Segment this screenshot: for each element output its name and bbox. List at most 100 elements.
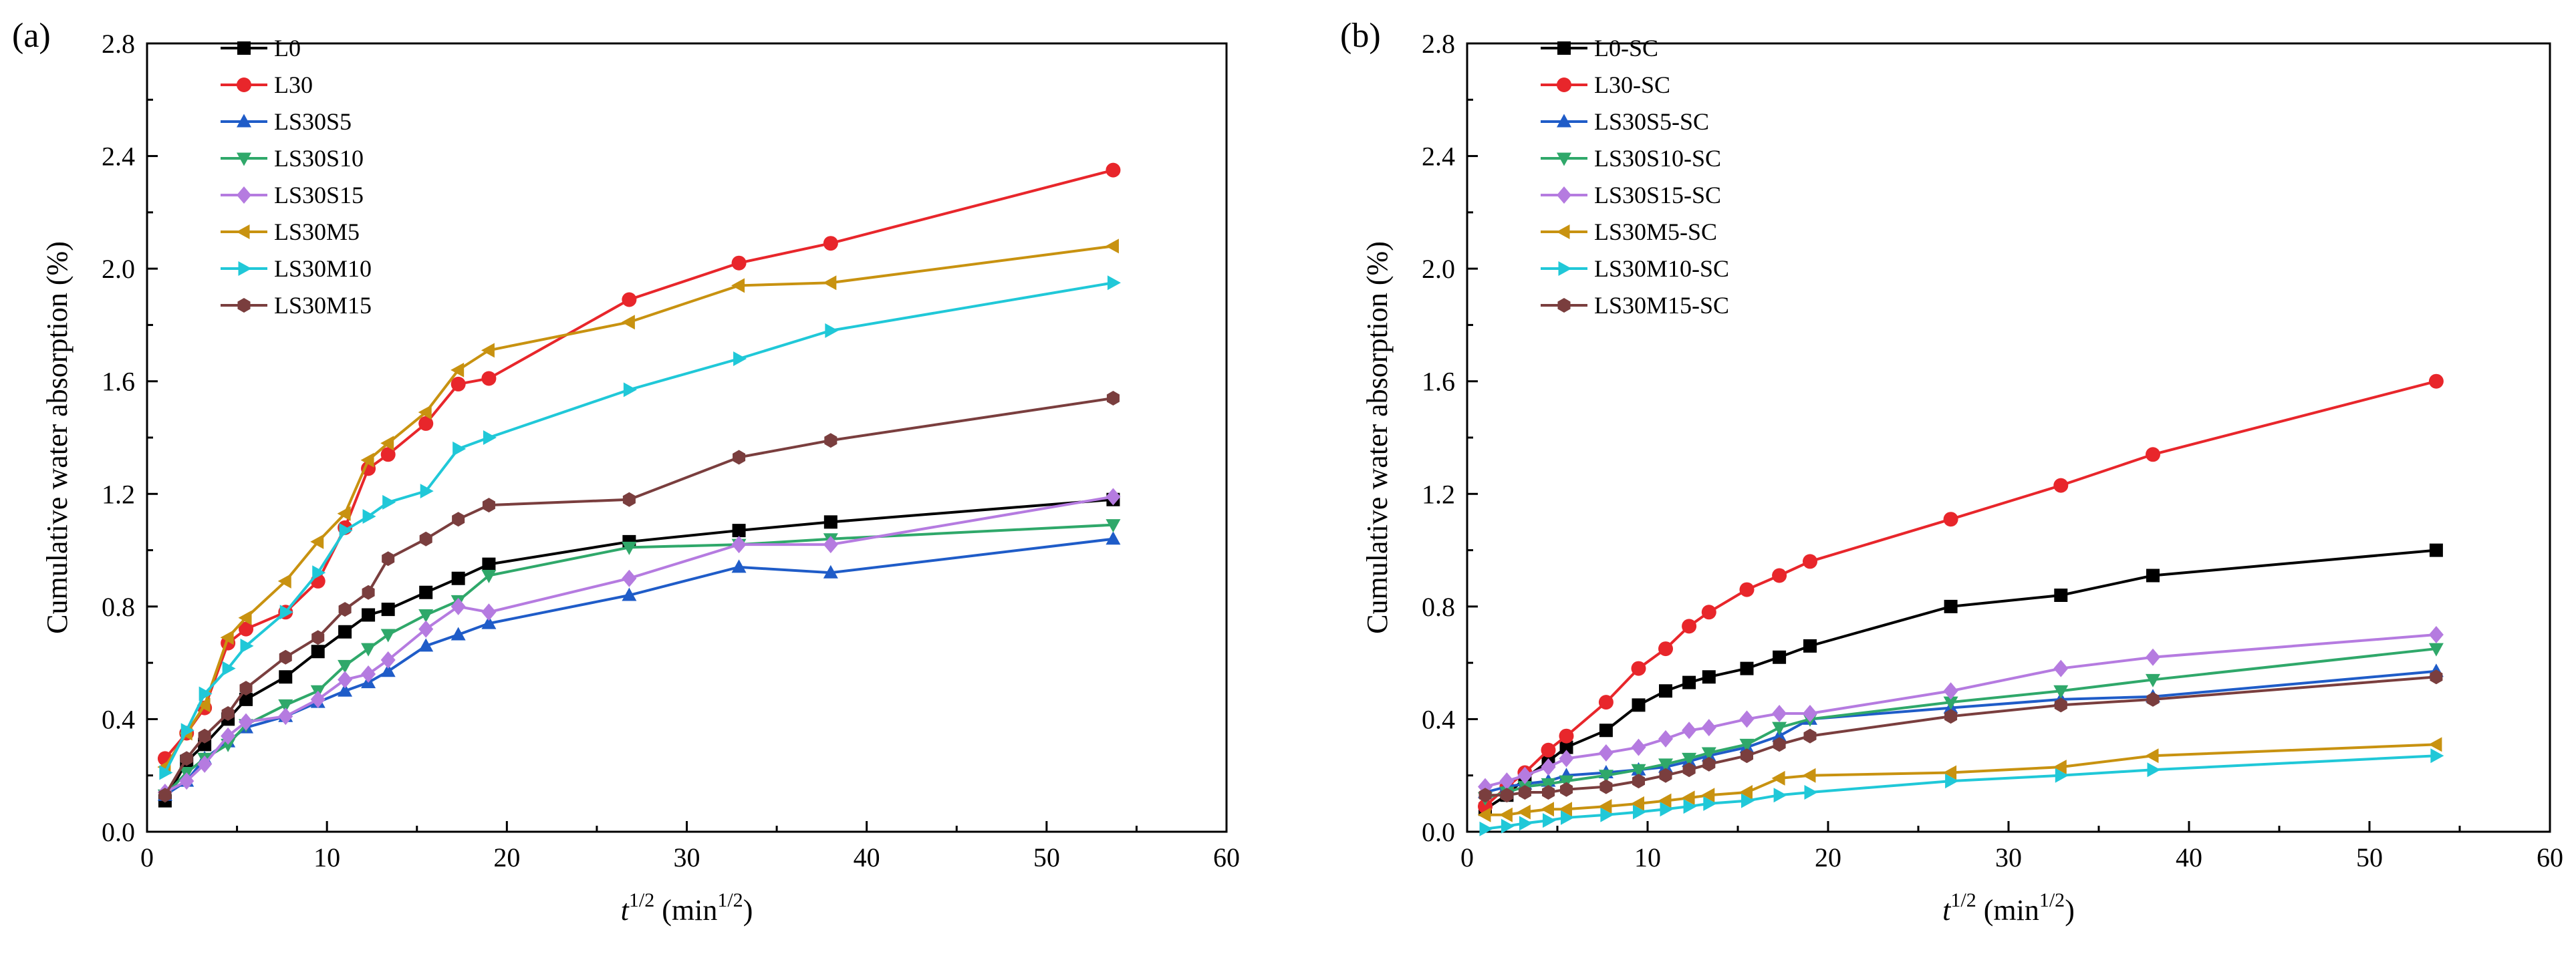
- data-point: [622, 541, 637, 555]
- y-tick-label: 0.8: [1422, 592, 1455, 622]
- data-point: [2428, 737, 2442, 752]
- data-point: [1559, 728, 1574, 744]
- data-point: [483, 430, 497, 445]
- data-point: [380, 436, 394, 451]
- data-point: [277, 573, 291, 589]
- legend-marker: [1556, 224, 1570, 239]
- legend-label: L0-SC: [1594, 35, 1658, 61]
- series-L0-SC: [1478, 543, 2443, 816]
- data-point: [339, 523, 353, 538]
- series-L30-SC: [1478, 373, 2444, 814]
- data-point: [1702, 756, 1716, 772]
- data-point: [1659, 768, 1672, 783]
- data-point: [278, 699, 293, 713]
- data-point: [1633, 804, 1646, 820]
- data-point: [1682, 675, 1696, 689]
- legend-marker: [237, 77, 251, 92]
- data-point: [1561, 810, 1574, 825]
- data-point: [731, 559, 747, 573]
- panel-b: 0 10 20 30 40 50 60 0.0 0.4 0.8 1.2 1.6 2.0 2.4 2.8 Cum…: [1340, 17, 2563, 927]
- data-point: [1803, 705, 1817, 722]
- data-point: [338, 602, 352, 617]
- legend-marker: [237, 114, 251, 128]
- y-tick-label: 0.4: [1422, 704, 1455, 734]
- series-LS30S5: [157, 531, 1121, 801]
- y-tick-label: 1.6: [102, 367, 135, 397]
- y-tick-label: 0.4: [102, 704, 135, 734]
- legend-item: L0: [221, 35, 301, 61]
- data-point: [361, 643, 376, 657]
- data-point: [1598, 770, 1614, 784]
- data-point: [1631, 796, 1644, 811]
- legend-item: LS30S10-SC: [1541, 145, 1721, 172]
- data-point: [622, 569, 637, 587]
- data-point: [1559, 750, 1574, 768]
- data-point: [731, 536, 747, 554]
- data-point: [338, 671, 353, 689]
- legend-label: LS30M5: [274, 218, 360, 245]
- data-point: [2430, 669, 2443, 685]
- data-point: [1945, 774, 1959, 789]
- y-tick-label: 0.0: [102, 817, 135, 847]
- data-point: [2054, 697, 2067, 713]
- data-point: [279, 649, 292, 665]
- data-point: [197, 697, 211, 713]
- data-point: [278, 707, 293, 726]
- data-point: [1599, 724, 1613, 738]
- legend-marker: [237, 186, 251, 204]
- data-point: [623, 382, 637, 398]
- x-axis-title: t1/2 (min1/2): [621, 889, 753, 927]
- data-point: [311, 645, 325, 659]
- data-point: [418, 405, 432, 420]
- data-point: [1773, 650, 1787, 664]
- y-tick-label: 0.8: [102, 592, 135, 622]
- y-axis-title: Cumulative water absorption (%): [41, 241, 74, 634]
- data-point: [481, 603, 497, 621]
- panel-label: (b): [1340, 17, 1381, 55]
- series-line: [164, 537, 1114, 796]
- data-point: [1106, 162, 1121, 178]
- data-point: [1658, 758, 1673, 772]
- data-point: [621, 315, 635, 330]
- data-point: [823, 536, 838, 554]
- data-point: [1631, 738, 1646, 756]
- data-point: [2428, 373, 2444, 389]
- data-point: [338, 659, 353, 673]
- data-point: [1659, 684, 1672, 698]
- legend-item: LS30M10: [221, 255, 372, 282]
- data-point: [1541, 802, 1554, 817]
- data-point: [1499, 772, 1515, 790]
- data-point: [1600, 807, 1614, 822]
- y-tick-label: 1.2: [102, 479, 135, 509]
- data-point: [238, 610, 252, 625]
- data-point: [1701, 747, 1716, 761]
- data-point: [420, 484, 434, 499]
- data-point: [1559, 740, 1573, 754]
- legend-item: LS30M5-SC: [1541, 218, 1717, 245]
- data-point: [733, 351, 747, 366]
- series-LS30M10: [159, 275, 1121, 780]
- data-point: [1681, 790, 1695, 806]
- data-point: [1559, 782, 1573, 797]
- data-point: [1703, 796, 1717, 811]
- y-axis-title: Cumulative water absorption (%): [1361, 241, 1394, 634]
- data-point: [731, 278, 745, 293]
- data-point: [1631, 764, 1646, 778]
- data-point: [1631, 661, 1646, 676]
- data-point: [239, 621, 254, 637]
- legend-marker: [1557, 298, 1571, 313]
- data-point: [450, 627, 466, 641]
- data-point: [1803, 639, 1817, 653]
- data-point: [361, 665, 376, 683]
- x-tick-label: 0: [1460, 842, 1474, 872]
- y-tick-label: 2.8: [102, 29, 135, 59]
- data-point: [2429, 543, 2443, 557]
- legend-item: L30: [221, 71, 313, 98]
- y-tick-label: 0.0: [1422, 817, 1455, 847]
- data-point: [452, 512, 465, 527]
- data-point: [239, 692, 253, 706]
- data-point: [1773, 788, 1787, 803]
- data-point: [180, 751, 193, 766]
- data-point: [239, 681, 253, 696]
- series-LS30M15-SC: [1478, 669, 2443, 803]
